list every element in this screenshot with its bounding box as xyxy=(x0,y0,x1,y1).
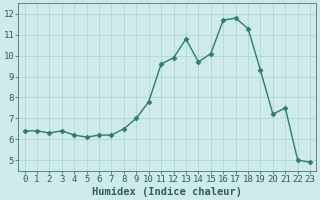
X-axis label: Humidex (Indice chaleur): Humidex (Indice chaleur) xyxy=(92,186,242,197)
